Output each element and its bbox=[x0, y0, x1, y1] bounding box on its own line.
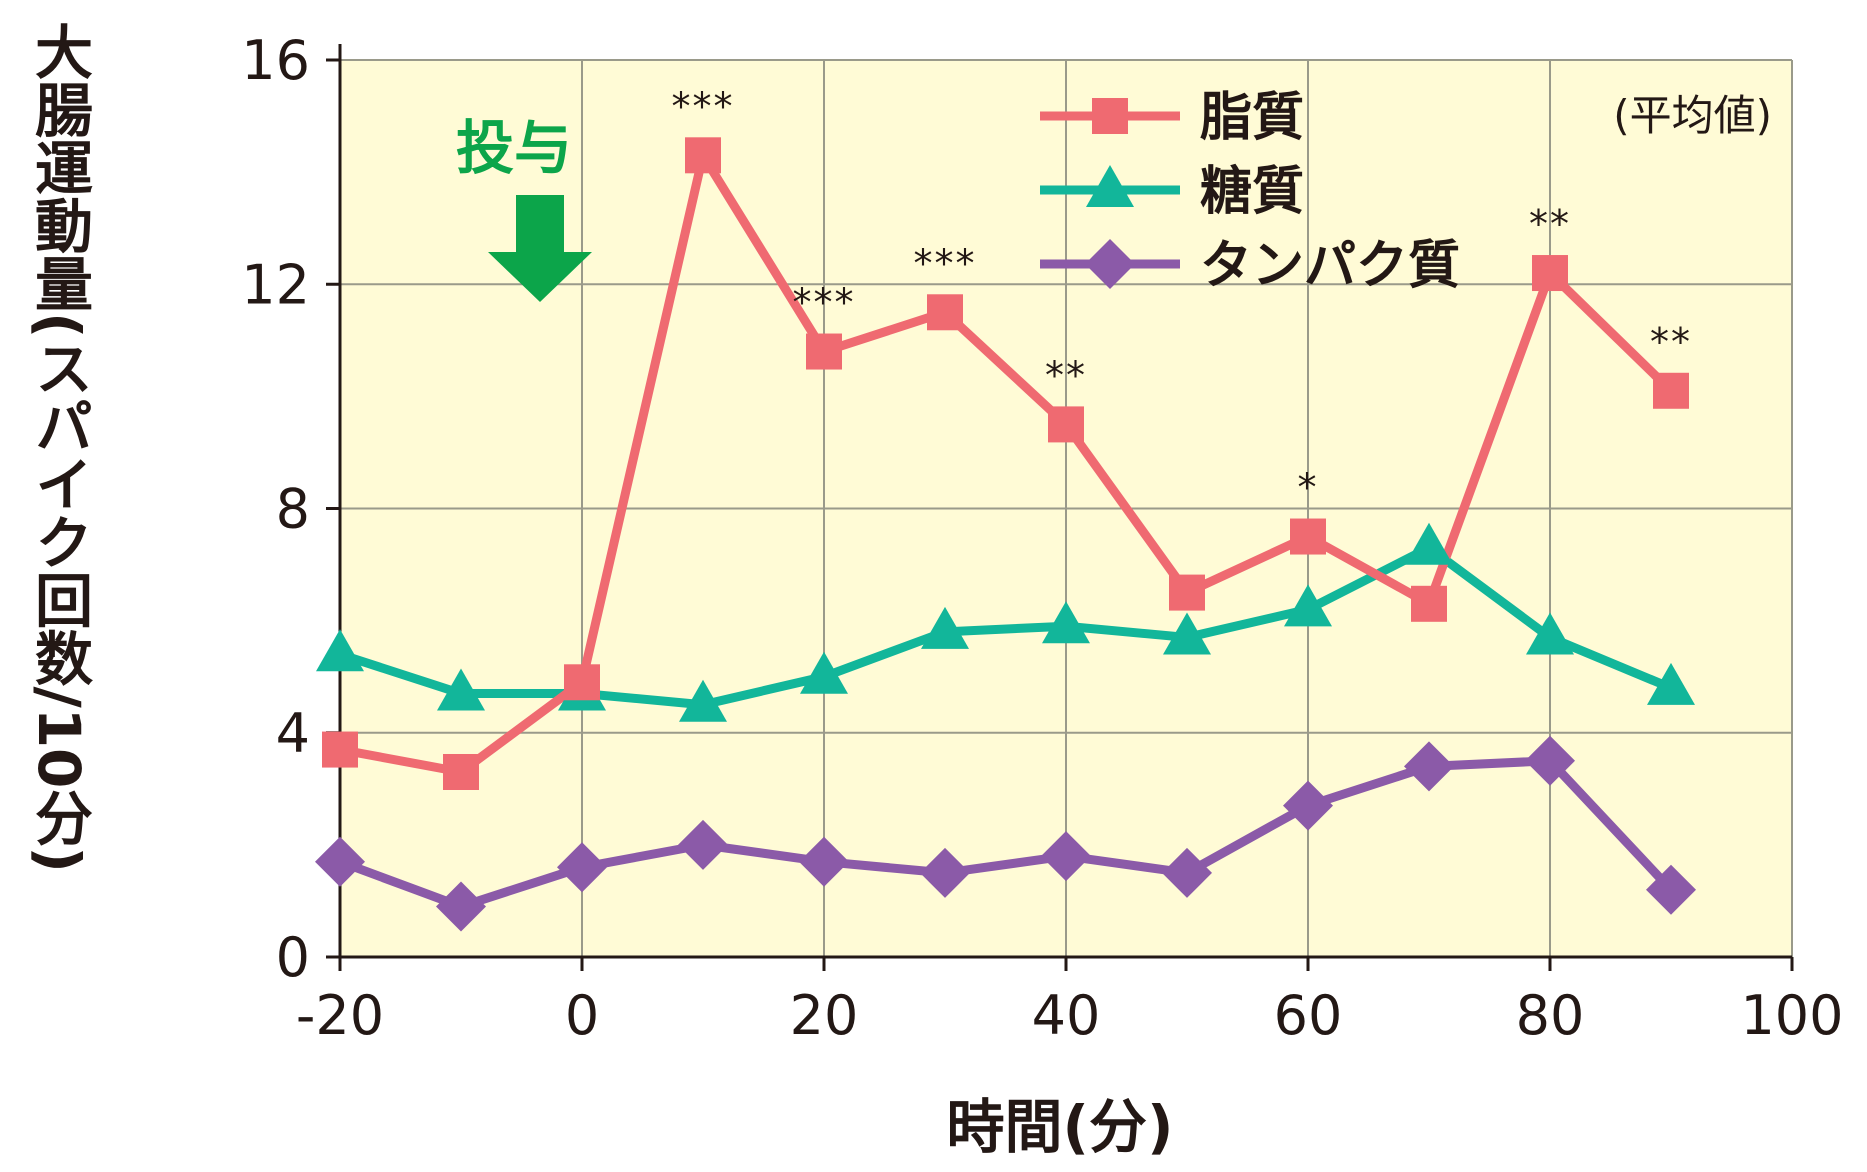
legend-marker bbox=[1085, 239, 1135, 289]
significance-annotations: **************** bbox=[672, 84, 1692, 510]
legend-marker bbox=[1092, 98, 1128, 134]
legend-marker bbox=[1086, 165, 1134, 207]
data-point-0 bbox=[322, 731, 358, 768]
data-point-1 bbox=[679, 679, 727, 722]
y-tick-label: 8 bbox=[276, 478, 310, 541]
dose-marker: 投与 bbox=[456, 114, 592, 302]
data-point-2 bbox=[920, 847, 970, 898]
data-point-1 bbox=[800, 651, 848, 694]
data-point-0 bbox=[685, 137, 721, 174]
data-point-1 bbox=[437, 668, 485, 711]
data-point-1 bbox=[1284, 584, 1332, 627]
data-point-1 bbox=[316, 629, 364, 672]
significance-label: ** bbox=[1650, 320, 1692, 364]
data-point-2 bbox=[678, 819, 728, 870]
x-tick-label: 0 bbox=[565, 984, 599, 1047]
data-point-0 bbox=[1411, 585, 1447, 622]
data-point-0 bbox=[1048, 406, 1084, 443]
x-axis-title: 時間(分) bbox=[946, 1093, 1174, 1161]
dose-arrow-icon bbox=[488, 195, 592, 302]
data-point-2 bbox=[1404, 741, 1454, 792]
significance-label: * bbox=[1298, 466, 1319, 510]
significance-label: *** bbox=[793, 281, 856, 325]
y-tick-label: 16 bbox=[241, 29, 310, 92]
data-point-0 bbox=[927, 294, 963, 331]
significance-label: *** bbox=[914, 241, 977, 285]
data-point-1 bbox=[1163, 612, 1211, 655]
data-point-2 bbox=[557, 842, 607, 893]
x-tick-label: 40 bbox=[1032, 984, 1101, 1047]
data-point-0 bbox=[1290, 518, 1326, 555]
x-tick-label: 60 bbox=[1274, 984, 1343, 1047]
data-point-2 bbox=[315, 836, 365, 887]
legend-label: 糖質 bbox=[1200, 162, 1304, 222]
x-tick-label: 100 bbox=[1740, 984, 1843, 1047]
significance-label: ** bbox=[1529, 202, 1571, 246]
x-tick-label: 20 bbox=[790, 984, 859, 1047]
data-point-1 bbox=[1405, 522, 1453, 565]
data-point-2 bbox=[799, 836, 849, 887]
data-point-2 bbox=[436, 881, 486, 932]
data-point-0 bbox=[564, 664, 600, 701]
x-tick-label: -20 bbox=[296, 984, 384, 1047]
data-point-2 bbox=[1525, 735, 1575, 786]
data-point-2 bbox=[1283, 780, 1333, 831]
data-point-1 bbox=[1526, 612, 1574, 655]
significance-label: ** bbox=[1045, 353, 1087, 397]
legend-label: 脂質 bbox=[1200, 88, 1304, 148]
data-point-0 bbox=[1532, 255, 1568, 292]
legend-note: (平均値) bbox=[1613, 91, 1772, 140]
data-point-2 bbox=[1041, 831, 1091, 882]
legend-label: タンパク質 bbox=[1200, 236, 1460, 296]
data-point-0 bbox=[806, 333, 842, 370]
y-tick-label: 4 bbox=[276, 702, 310, 765]
series-markers bbox=[315, 137, 1696, 932]
data-point-0 bbox=[443, 753, 479, 790]
data-point-0 bbox=[1653, 372, 1689, 409]
series-line-0 bbox=[339, 150, 1675, 777]
data-point-1 bbox=[1647, 662, 1695, 705]
data-point-1 bbox=[921, 606, 969, 649]
data-point-2 bbox=[1646, 864, 1696, 915]
data-point-1 bbox=[1042, 601, 1090, 644]
y-tick-label: 12 bbox=[241, 253, 310, 316]
y-axis-title: 大腸運動量(スパイク回数/10分) bbox=[25, 22, 93, 873]
y-tick-label: 0 bbox=[276, 926, 310, 989]
data-point-0 bbox=[1169, 574, 1205, 611]
dose-label: 投与 bbox=[456, 114, 572, 182]
x-tick-label: 80 bbox=[1516, 984, 1585, 1047]
data-point-2 bbox=[1162, 847, 1212, 898]
significance-label: *** bbox=[672, 84, 735, 128]
